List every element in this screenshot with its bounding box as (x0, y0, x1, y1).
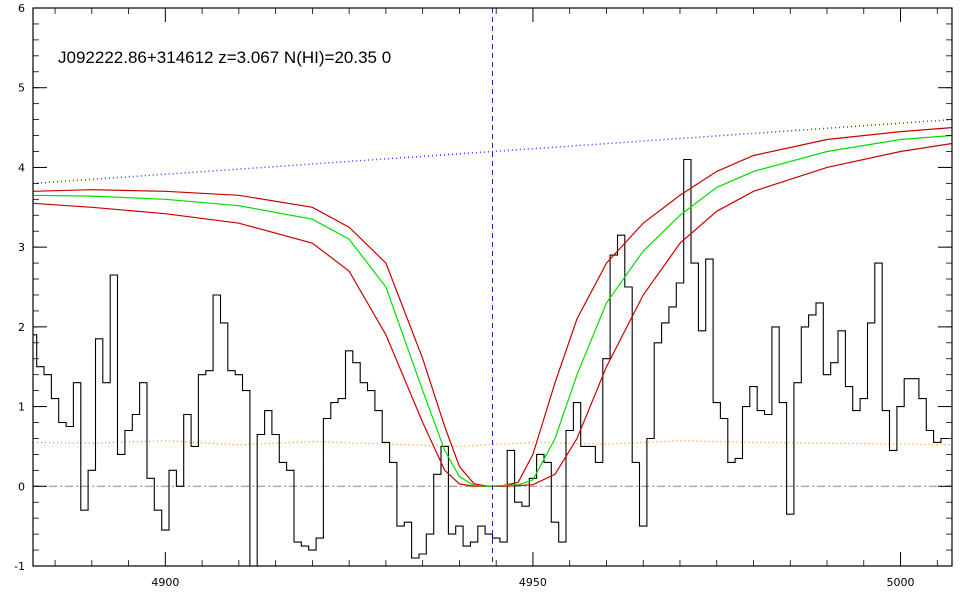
model-lower-bound-line (33, 142, 952, 487)
model-fit-line (33, 134, 952, 487)
y-tick-label: 1 (18, 401, 25, 414)
continuum-line (33, 118, 952, 185)
chart-title: J092222.86+314612 z=3.067 N(HI)=20.35 0 (58, 48, 391, 67)
flux-histogram-line (33, 158, 949, 566)
error-spectrum-line (33, 440, 952, 448)
y-tick-label: 6 (18, 2, 25, 15)
y-tick-label: 3 (18, 241, 25, 254)
x-tick-label: 4900 (151, 576, 179, 589)
y-tick-label: -1 (14, 560, 25, 573)
x-tick-label: 4950 (519, 576, 547, 589)
y-tick-label: 5 (18, 82, 25, 95)
plot-area: -1 0 1 2 3 4 5 6 4900 4950 5000 (14, 2, 953, 589)
y-tick-label: 4 (18, 161, 25, 174)
plot-frame (32, 7, 953, 567)
y-tick-label: 0 (18, 480, 25, 493)
y-tick-label: 2 (18, 321, 25, 334)
x-tick-label: 5000 (887, 576, 915, 589)
